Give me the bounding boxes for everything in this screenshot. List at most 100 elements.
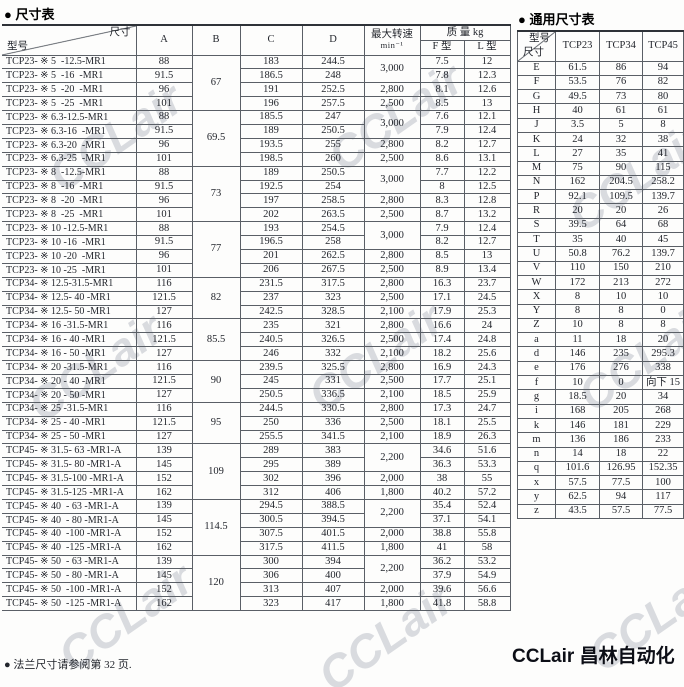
tcp34-value-cell: 32 (599, 131, 643, 148)
tcp34-value-cell: 126.95 (599, 460, 643, 477)
corner-top-label: 尺寸 (109, 27, 131, 38)
dim-a-cell: 127 (135, 346, 193, 362)
dim-d-cell: 330.5 (301, 401, 365, 417)
dim-c-cell: 246 (239, 346, 303, 362)
tcp23-value-cell: 11 (555, 332, 600, 348)
dim-a-cell: 88 (135, 221, 193, 237)
tcp34-value-cell: 90 (599, 160, 643, 176)
max-speed-cell: 2,100 (363, 387, 421, 403)
tcp45-value-cell: 45 (642, 232, 684, 248)
model-cell: TCP45- ※ 40 -100 -MR1-A (2, 526, 137, 542)
dim-b-cell: 114.5 (191, 499, 241, 556)
dim-c-cell: 197 (239, 193, 303, 209)
model-cell: TCP23- ※ 10 -12.5-MR1 (2, 221, 137, 237)
model-cell: TCP23- ※ 5 -12.5-MR1 (2, 54, 137, 70)
table-row: W 172 213 272 (517, 274, 684, 291)
dim-a-cell: 101 (135, 262, 193, 278)
tcp23-value-cell: 39.5 (555, 217, 600, 234)
table-row: J 3.5 5 8 (517, 117, 684, 133)
mass-f-cell: 7.9 (419, 221, 465, 237)
table-row: S 39.5 64 68 (517, 217, 684, 234)
table-row: V 110 150 210 (517, 260, 684, 276)
tcp34-value-cell: 109.5 (599, 189, 643, 205)
mass-f-cell: 36.2 (419, 554, 465, 570)
max-speed-cell: 2,800 (363, 318, 421, 334)
table-row: E 61.5 86 94 (517, 60, 684, 76)
mass-f-cell: 17.9 (419, 304, 465, 320)
col-header-f-type: F 型 (420, 39, 465, 56)
mass-l-cell: 25.1 (463, 373, 511, 389)
dim-c-cell: 244.5 (239, 401, 303, 417)
mass-l-cell: 12.4 (463, 123, 511, 139)
table-row: TCP45- ※ 31.5-125 -MR1-A 162 312 406 1,800 40… (2, 485, 511, 500)
mass-l-cell: 52.4 (463, 499, 511, 514)
mass-f-cell: 17.4 (419, 332, 465, 348)
mass-l-cell: 26.3 (463, 429, 511, 445)
max-speed-cell: 2,100 (363, 304, 421, 320)
model-cell: TCP23- ※ 8 -25 -MR1 (2, 207, 137, 223)
dim-a-cell: 101 (135, 151, 193, 167)
tcp34-value-cell: 205 (599, 403, 643, 419)
dim-d-cell: 341.5 (301, 429, 365, 445)
dim-c-cell: 185.5 (239, 110, 303, 125)
dim-a-cell: 121.5 (135, 415, 193, 431)
model-cell: TCP34- ※ 20 -31.5-MR1 (2, 360, 137, 375)
mass-l-cell: 12.8 (463, 193, 511, 209)
table-row: TCP45- ※ 31.5- 80 -MR1-A 145 295 389 36.3 53.… (2, 457, 511, 473)
tcp23-value-cell: 20 (555, 203, 600, 219)
dim-a-cell: 91.5 (135, 123, 193, 139)
tcp45-value-cell: 117 (642, 489, 684, 505)
dim-c-cell: 312 (239, 485, 303, 500)
table-row: TCP34- ※ 20 - 50 -MR1 127 250.5 336.5 2,100 1… (2, 387, 511, 403)
table-row: y 62.5 94 117 (517, 489, 684, 505)
tcp45-value-cell: 22 (642, 446, 684, 462)
dim-a-cell: 162 (135, 485, 193, 500)
dim-a-cell: 88 (135, 110, 193, 125)
dim-letter-cell: W (517, 274, 556, 291)
dim-c-cell: 192.5 (239, 179, 303, 195)
max-speed-cell: 1,800 (363, 596, 421, 612)
dim-a-cell: 96 (135, 82, 193, 98)
tcp34-value-cell: 0 (599, 375, 643, 391)
table-row: TCP34- ※ 20 - 40 -MR1 121.5 245 331 2,500 17.… (2, 373, 511, 389)
max-speed-cell: 2,200 (363, 443, 421, 473)
dim-letter-cell: U (517, 246, 556, 262)
dim-d-cell: 267.5 (301, 262, 365, 278)
tcp34-value-cell: 73 (599, 89, 643, 105)
table-row: k 146 181 229 (517, 417, 684, 434)
dim-a-cell: 145 (135, 457, 193, 473)
mass-f-cell: 41 (419, 540, 465, 556)
mass-f-cell: 8.2 (419, 235, 465, 250)
dim-letter-cell: J (517, 117, 556, 133)
table-row: X 8 10 10 (517, 289, 684, 305)
table-row: L 27 35 41 (517, 146, 684, 162)
dim-d-cell: 254 (301, 179, 365, 195)
model-cell: TCP23- ※ 8 -20 -MR1 (2, 193, 137, 209)
dim-c-cell: 239.5 (239, 360, 303, 375)
max-speed-cell: 2,500 (363, 207, 421, 223)
table-row: TCP34- ※ 12.5-31.5-MR1 116 82 231.5 317.5 2,8… (2, 276, 511, 320)
dim-a-cell: 91.5 (135, 68, 193, 84)
mass-l-cell: 58 (463, 540, 511, 556)
max-speed-cell: 2,500 (363, 415, 421, 431)
mass-f-cell: 18.5 (419, 387, 465, 403)
mass-f-cell: 16.6 (419, 318, 465, 334)
tcp23-value-cell: 146 (555, 417, 600, 434)
tcp45-value-cell: 229 (642, 417, 684, 434)
model-cell: TCP45- ※ 31.5- 63 -MR1-A (2, 443, 137, 459)
tcp23-value-cell: 61.5 (555, 60, 600, 76)
mass-f-cell: 34.6 (419, 443, 465, 459)
dim-letter-cell: a (517, 332, 556, 348)
tcp23-value-cell: 57.5 (555, 475, 600, 491)
tcp34-value-cell: 5 (599, 117, 643, 133)
dim-d-cell: 244.5 (301, 54, 365, 70)
mass-l-cell: 55 (463, 471, 511, 487)
table-row: TCP23- ※ 5 -25 -MR1 101 196 257.5 2,500 8.5 13 (2, 96, 511, 112)
model-cell: TCP45- ※ 40 - 80 -MR1-A (2, 512, 137, 528)
model-cell: TCP45- ※ 50 -100 -MR1-A (2, 582, 137, 598)
tcp23-value-cell: 14 (555, 446, 600, 462)
mass-f-cell: 8.7 (419, 207, 465, 223)
model-cell: TCP34- ※ 25 - 40 -MR1 (2, 415, 137, 431)
table-row: M 75 90 115 (517, 160, 684, 176)
